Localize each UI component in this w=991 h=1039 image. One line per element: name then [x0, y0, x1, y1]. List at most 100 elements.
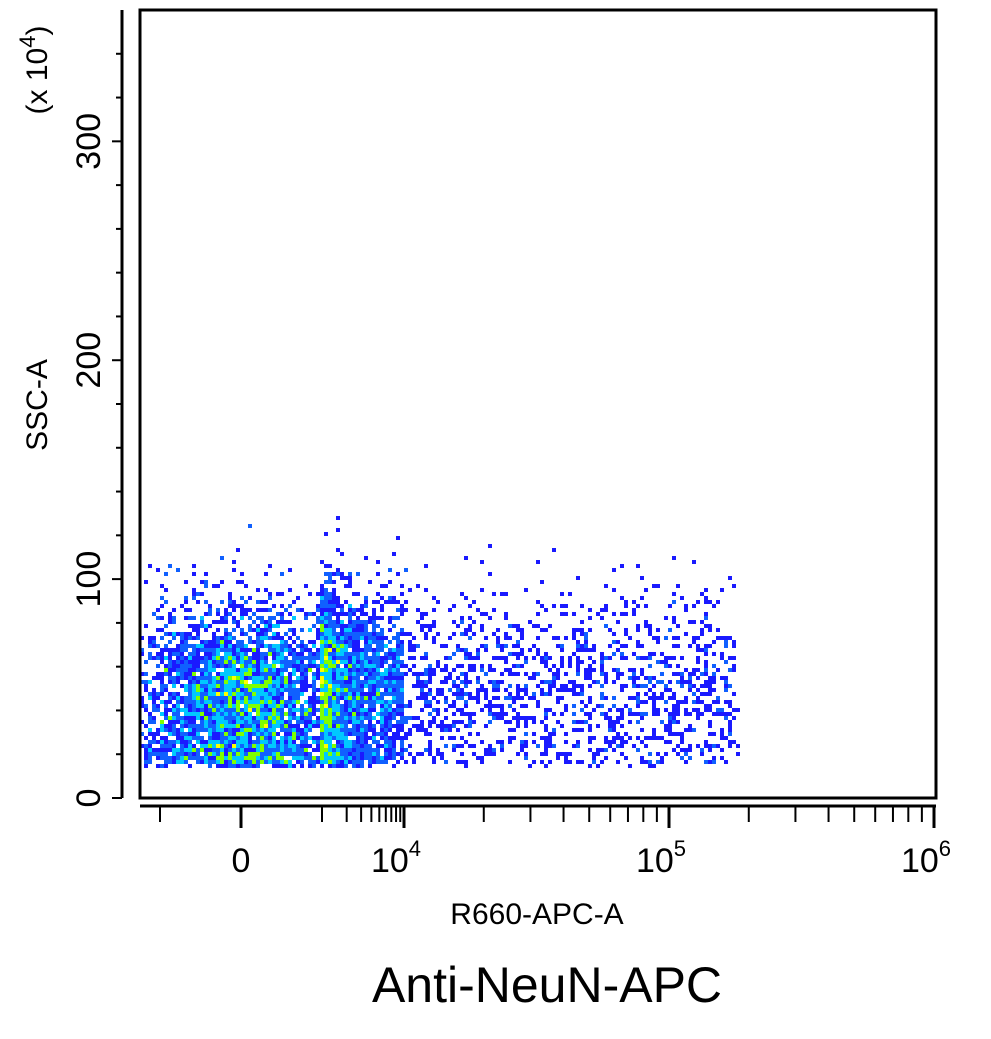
event-dot [352, 696, 356, 700]
event-dot [264, 700, 268, 704]
event-dot [300, 668, 304, 672]
event-dot [232, 724, 236, 728]
event-dot [388, 748, 392, 752]
event-dot [152, 708, 156, 712]
event-dot [408, 704, 412, 708]
event-dot [264, 696, 268, 700]
event-dot [188, 608, 192, 612]
event-dot [324, 756, 328, 760]
event-dot [232, 708, 236, 712]
event-dot [492, 656, 496, 660]
event-dot [328, 608, 332, 612]
event-dot [288, 588, 292, 592]
event-dot [256, 708, 260, 712]
event-dot [192, 756, 196, 760]
event-dot [264, 720, 268, 724]
event-dot [176, 664, 180, 668]
event-dot [144, 752, 148, 756]
event-dot [588, 628, 592, 632]
event-dot [168, 672, 172, 676]
event-dot [560, 648, 564, 652]
event-dot [600, 704, 604, 708]
event-dot [732, 640, 736, 644]
event-dot [376, 740, 380, 744]
event-dot [636, 692, 640, 696]
event-dot [688, 680, 692, 684]
event-dot [236, 676, 240, 680]
event-dot [356, 668, 360, 672]
event-dot [396, 644, 400, 648]
event-dot [436, 660, 440, 664]
event-dot [368, 704, 372, 708]
event-dot [168, 660, 172, 664]
event-dot [264, 740, 268, 744]
event-dot [396, 732, 400, 736]
event-dot [376, 616, 380, 620]
event-dot [328, 748, 332, 752]
event-dot [324, 712, 328, 716]
event-dot [316, 724, 320, 728]
event-dot [204, 692, 208, 696]
event-dot [276, 672, 280, 676]
event-dot [468, 720, 472, 724]
event-dot [552, 676, 556, 680]
event-dot [704, 668, 708, 672]
event-dot [216, 680, 220, 684]
event-dot [148, 640, 152, 644]
event-dot [340, 656, 344, 660]
event-dot [256, 716, 260, 720]
event-dot [268, 720, 272, 724]
event-dot [168, 620, 172, 624]
event-dot [604, 656, 608, 660]
event-dot [272, 760, 276, 764]
event-dot [268, 696, 272, 700]
event-dot [400, 720, 404, 724]
event-dot [228, 688, 232, 692]
event-dot [236, 580, 240, 584]
event-dot [244, 668, 248, 672]
event-dot [496, 696, 500, 700]
event-dot [176, 748, 180, 752]
event-dot [676, 712, 680, 716]
event-dot [216, 640, 220, 644]
event-dot [448, 704, 452, 708]
event-dot [524, 660, 528, 664]
event-dot [548, 736, 552, 740]
event-dot [700, 752, 704, 756]
event-dot [172, 648, 176, 652]
event-dot [268, 644, 272, 648]
event-dot [272, 728, 276, 732]
event-dot [220, 684, 224, 688]
event-dot [484, 636, 488, 640]
event-dot [356, 608, 360, 612]
event-dot [288, 680, 292, 684]
event-dot [616, 676, 620, 680]
event-dot [152, 640, 156, 644]
event-dot [712, 680, 716, 684]
event-dot [624, 612, 628, 616]
event-dot [172, 668, 176, 672]
event-dot [352, 636, 356, 640]
event-dot [396, 736, 400, 740]
event-dot [168, 708, 172, 712]
event-dot [388, 716, 392, 720]
event-dot [460, 616, 464, 620]
event-dot [348, 756, 352, 760]
event-dot [232, 756, 236, 760]
event-dot [688, 620, 692, 624]
event-dot [524, 756, 528, 760]
event-dot [584, 632, 588, 636]
event-dot [332, 592, 336, 596]
event-dot [168, 732, 172, 736]
event-dot [180, 728, 184, 732]
event-dot [668, 664, 672, 668]
event-dot [356, 616, 360, 620]
event-dot [164, 748, 168, 752]
event-dot [680, 680, 684, 684]
event-dot [728, 704, 732, 708]
event-dot [352, 728, 356, 732]
event-dot [380, 644, 384, 648]
event-dot [632, 744, 636, 748]
event-dot [400, 696, 404, 700]
event-dot [316, 748, 320, 752]
